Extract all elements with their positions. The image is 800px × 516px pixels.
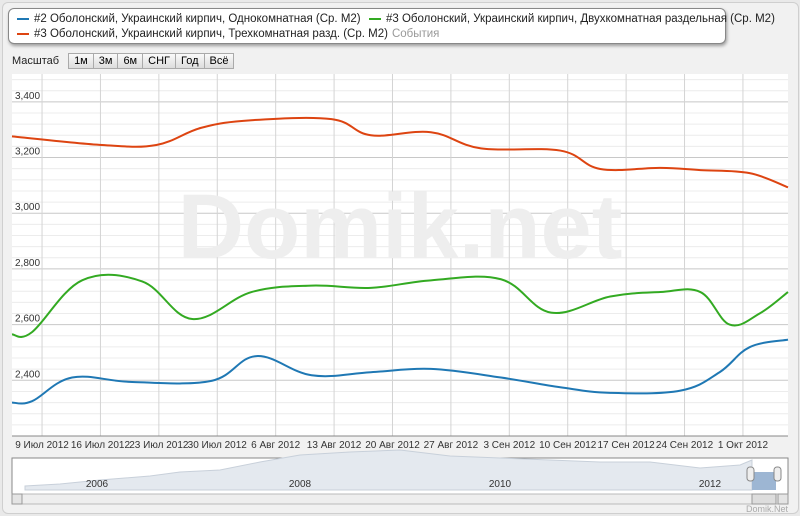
legend-item-three-room[interactable]: #3 Оболонский, Украинский кирпич, Трехко… [17, 28, 439, 40]
series-line [11, 273, 789, 339]
x-tick-label: 24 Сен 2012 [656, 440, 714, 451]
x-tick-label: 23 Июл 2012 [129, 440, 189, 451]
x-tick-label: 20 Авг 2012 [365, 440, 420, 451]
navigator-year-label: 2008 [289, 479, 312, 490]
legend: #2 Оболонский, Украинский кирпич, Одноко… [8, 8, 775, 44]
scroll-right-button[interactable] [777, 493, 789, 505]
series-line [11, 116, 789, 189]
navigator-series [24, 449, 753, 491]
x-tick-label: 10 Сен 2012 [539, 440, 597, 451]
y-tick-label: 2,600 [15, 314, 40, 325]
scroll-left-button[interactable] [11, 493, 23, 505]
series-swatch [17, 33, 29, 35]
x-tick-label: 27 Авг 2012 [424, 440, 479, 451]
navigator-left-handle[interactable] [746, 466, 755, 482]
legend-item-events[interactable]: События [391, 28, 440, 40]
navigator-year-label: 2006 [86, 479, 109, 490]
credit: Domik.Net [746, 504, 789, 514]
zoom-selector: Масштаб 1м 3м 6м СНГ Год Всё [12, 53, 235, 69]
zoom-label: Масштаб [12, 55, 60, 67]
y-tick-label: 2,400 [15, 369, 40, 380]
series-swatch [17, 18, 29, 20]
scrollbar-thumb[interactable] [751, 493, 777, 505]
scrollbar-track[interactable] [11, 493, 789, 505]
navigator-year-label: 2010 [489, 479, 512, 490]
legend-item-one-room[interactable]: #2 Оболонский, Украинский кирпич, Одноко… [17, 13, 361, 25]
y-tick-label: 3,400 [15, 91, 40, 102]
x-tick-label: 6 Авг 2012 [251, 440, 300, 451]
legend-label: #3 Оболонский, Украинский кирпич, Трехко… [34, 28, 388, 40]
navigator-year-label: 2012 [699, 479, 722, 490]
x-tick-label: 3 Сен 2012 [483, 440, 535, 451]
zoom-ytd-button[interactable]: СНГ [142, 53, 176, 69]
x-tick-label: 30 Июл 2012 [188, 440, 248, 451]
legend-label: #3 Оболонский, Украинский кирпич, Двухко… [386, 13, 775, 25]
x-tick-label: 1 Окт 2012 [718, 440, 769, 451]
y-tick-label: 3,200 [15, 147, 40, 158]
zoom-all-button[interactable]: Всё [203, 53, 235, 69]
legend-label: #2 Оболонский, Украинский кирпич, Одноко… [34, 13, 361, 25]
y-tick-label: 2,800 [15, 258, 40, 269]
x-tick-label: 9 Июл 2012 [15, 440, 69, 451]
navigator-right-handle[interactable] [773, 466, 782, 482]
navigator-selection[interactable] [752, 472, 776, 490]
x-tick-label: 16 Июл 2012 [71, 440, 131, 451]
watermark: Domik.net [178, 176, 623, 278]
y-tick-label: 3,000 [15, 202, 40, 213]
x-tick-label: 17 Сен 2012 [598, 440, 656, 451]
zoom-3m-button[interactable]: 3м [92, 53, 119, 69]
series-swatch [369, 18, 381, 20]
series-line [11, 338, 789, 405]
legend-item-two-room[interactable]: #3 Оболонский, Украинский кирпич, Двухко… [369, 13, 775, 25]
x-tick-label: 13 Авг 2012 [307, 440, 362, 451]
